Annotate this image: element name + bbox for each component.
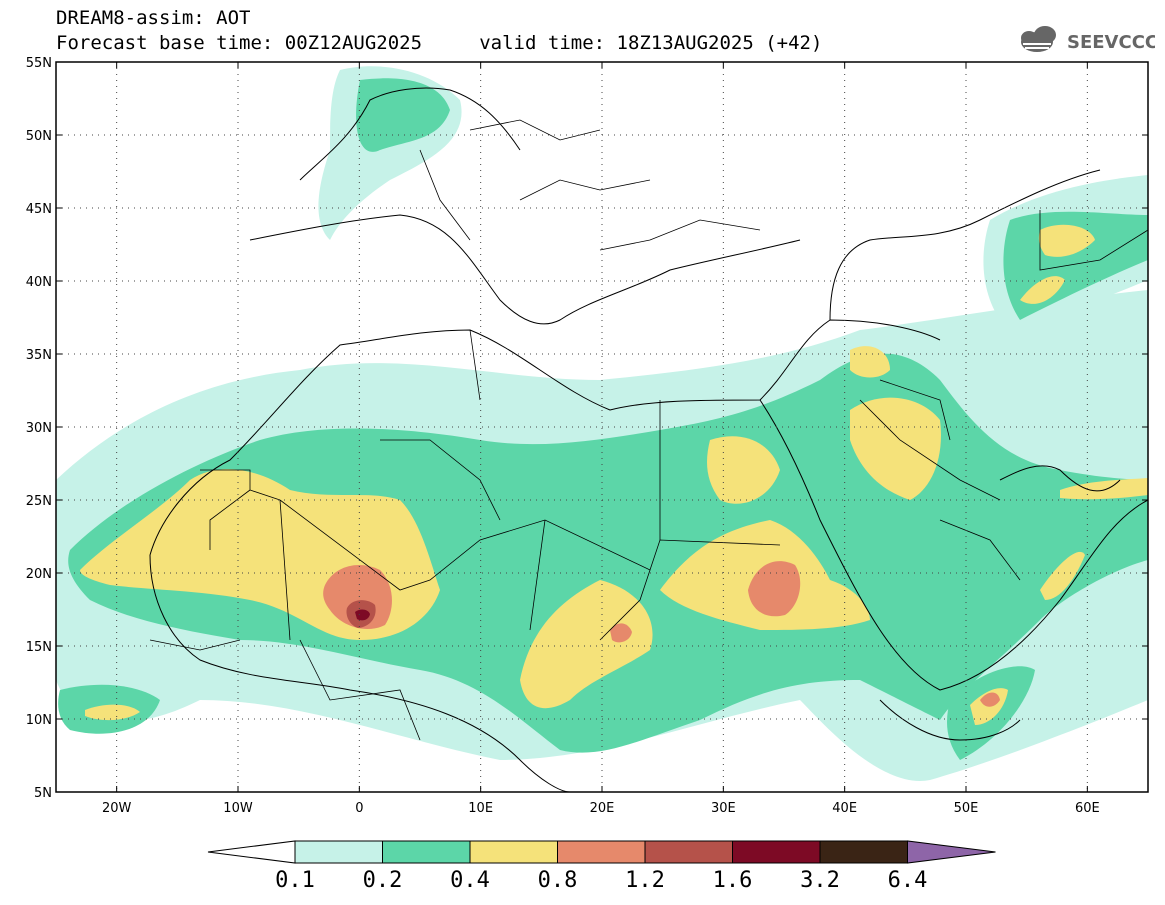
lat-label: 20N [26,567,52,582]
colorbar-cell [557,840,646,864]
colorbar-label: 1.2 [625,868,665,893]
colorbar-label: 1.6 [712,868,753,893]
country-borders [149,119,1148,741]
lon-label: 20W [102,801,132,816]
lat-label: 35N [26,348,52,363]
colorbar-max-arrow [907,840,996,864]
lon-label: 0 [355,801,363,816]
graticule [56,62,1148,792]
colorbar-cell [469,840,558,864]
lon-label: 10E [468,801,493,816]
lat-label: 5N [34,786,52,801]
colorbar-label: 0.4 [450,868,490,893]
colorbar-label: 0.8 [537,868,578,893]
lat-label: 15N [26,640,52,655]
seevccc-logo: SEEVCCC [1021,26,1155,53]
lon-label: 30E [711,801,736,816]
lon-label: 40E [832,801,857,816]
cloud-icon [1021,26,1056,52]
colorbar-label: 3.2 [800,868,840,893]
aot-level-1.6 [355,609,370,621]
lat-label: 50N [26,129,52,144]
lat-label: 10N [26,713,52,728]
colorbar [207,840,996,864]
axis-labels: 20W 10W 0 10E 20E 30E 40E 50E 60E 55N 50N 45N 40N 35N… [26,56,1100,816]
logo-text: SEEVCCC [1067,32,1155,53]
colorbar-cell [294,840,383,864]
colorbar-min-arrow [207,840,296,864]
lat-label: 55N [26,56,52,71]
lon-label: 10W [223,801,253,816]
map-title: DREAM8-assim: AOT [56,7,251,29]
colorbar-label: 6.4 [887,868,928,893]
lon-label: 20E [590,801,615,816]
lat-label: 25N [26,494,52,509]
lat-label: 40N [26,275,52,290]
forecast-time-line: Forecast base time: 00Z12AUG2025 valid t… [56,32,823,54]
coastlines [149,87,1148,792]
colorbar-label: 0.2 [362,868,403,893]
lat-label: 30N [26,421,52,436]
colorbar-cell [382,840,471,864]
colorbar-cell [819,840,908,864]
lon-label: 60E [1075,801,1100,816]
colorbar-label: 0.1 [275,868,315,893]
lat-label: 45N [26,202,52,217]
axis-ticks [56,61,1148,793]
colorbar-cell [644,840,733,864]
colorbar-cell [732,840,821,864]
lon-label: 50E [954,801,979,816]
